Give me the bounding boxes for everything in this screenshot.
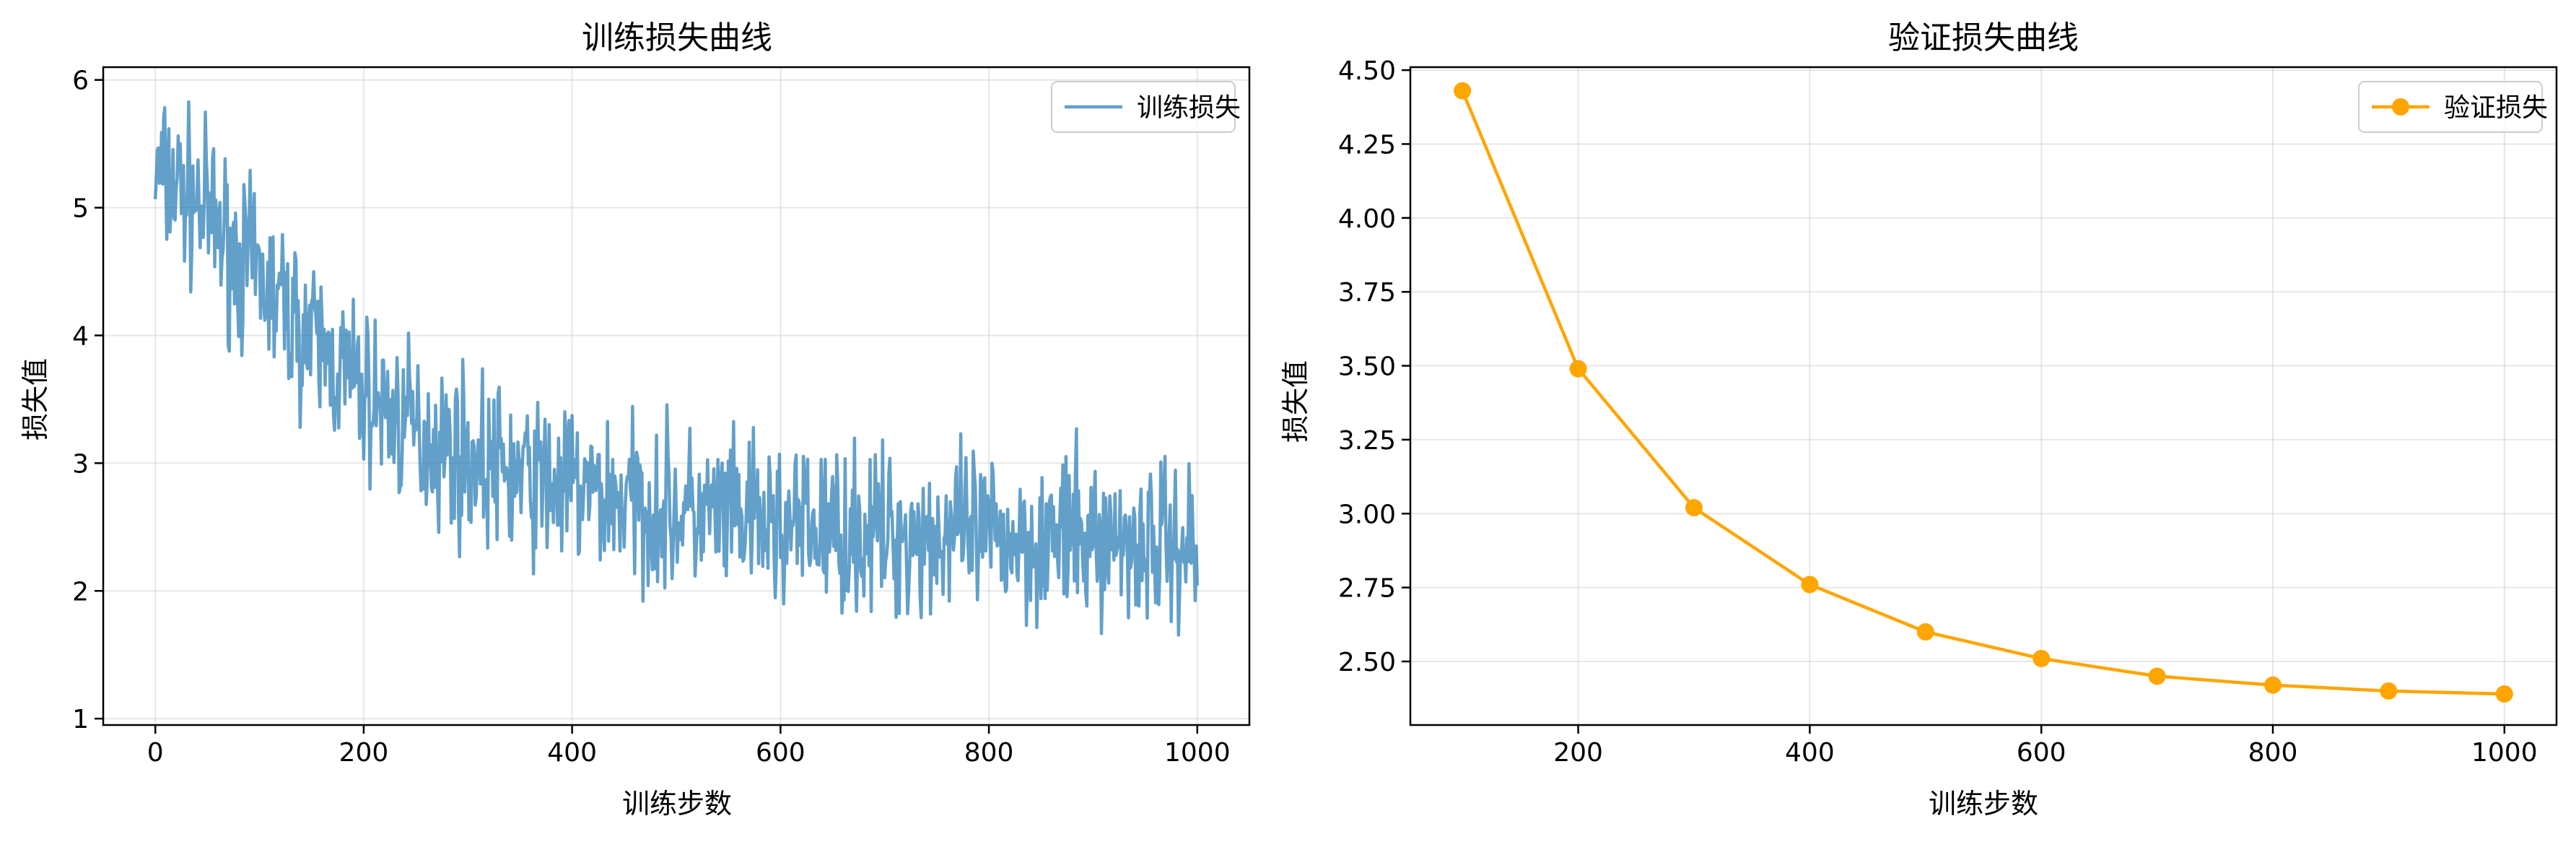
data-point (2264, 676, 2282, 694)
y-tick-label: 2 (72, 577, 89, 607)
y-tick-label: 4.25 (1338, 130, 1396, 160)
y-tick-label: 3.50 (1338, 352, 1396, 382)
y-tick-label: 1 (72, 705, 89, 734)
x-tick-label: 200 (339, 738, 389, 768)
data-point (1916, 623, 1934, 641)
plot-frame (1409, 66, 2558, 726)
y-axis-label: 损失值 (1280, 360, 1311, 443)
val-loss-chart: 验证损失曲线 训练步数 损失值 200 400 600 800 1000 2.50 2.75… (1280, 19, 2558, 820)
data-point (1569, 360, 1587, 378)
x-axis-label: 训练步数 (1929, 788, 2038, 820)
data-point (1801, 576, 1819, 594)
data-point (1454, 82, 1472, 100)
legend-marker (2392, 98, 2409, 116)
y-axis-label: 损失值 (19, 358, 51, 440)
x-axis-label: 训练步数 (622, 788, 732, 820)
y-tick-label: 4.00 (1338, 204, 1396, 234)
data-point (1685, 499, 1703, 517)
x-tick-label: 800 (964, 738, 1014, 768)
y-tick-label: 2.75 (1338, 574, 1396, 604)
train-loss-chart: 训练损失曲线 训练步数 损失值 0 200 400 600 800 1000 1 2 3 4 5 6 训… (19, 19, 1251, 820)
series-line (1461, 90, 2505, 696)
x-tick-label: 600 (756, 738, 805, 768)
y-tick-label: 3.75 (1338, 278, 1396, 308)
x-tick-label: 400 (547, 738, 597, 768)
x-tick-label: 600 (2017, 738, 2066, 768)
data-point (2033, 649, 2051, 667)
x-tick-label: 800 (2248, 738, 2298, 768)
series-line (153, 100, 1200, 637)
legend-label: 训练损失 (1137, 93, 1241, 123)
y-tick-label: 2.50 (1338, 648, 1396, 677)
plot-frame (102, 66, 1251, 726)
y-tick-label: 4 (72, 321, 89, 351)
y-tick-label: 4.50 (1338, 56, 1396, 86)
data-point (2380, 682, 2398, 700)
y-tick-label: 6 (72, 66, 89, 96)
data-point (2148, 667, 2166, 685)
chart-title: 验证损失曲线 (1888, 19, 2079, 56)
x-tick-label: 1000 (2471, 738, 2538, 768)
y-tick-label: 5 (72, 194, 89, 224)
y-tick-label: 3.00 (1338, 500, 1396, 529)
y-tick-label: 3 (72, 449, 89, 479)
x-tick-label: 400 (1785, 738, 1835, 768)
chart-title: 训练损失曲线 (582, 19, 772, 56)
x-tick-label: 200 (1553, 738, 1603, 768)
y-tick-label: 3.25 (1338, 426, 1396, 456)
legend-label: 验证损失 (2444, 93, 2548, 123)
x-tick-label: 1000 (1164, 738, 1231, 768)
legend-box (1051, 81, 1236, 133)
x-tick-label: 0 (147, 738, 164, 768)
data-point (2495, 685, 2513, 703)
legend-box (2358, 81, 2543, 133)
